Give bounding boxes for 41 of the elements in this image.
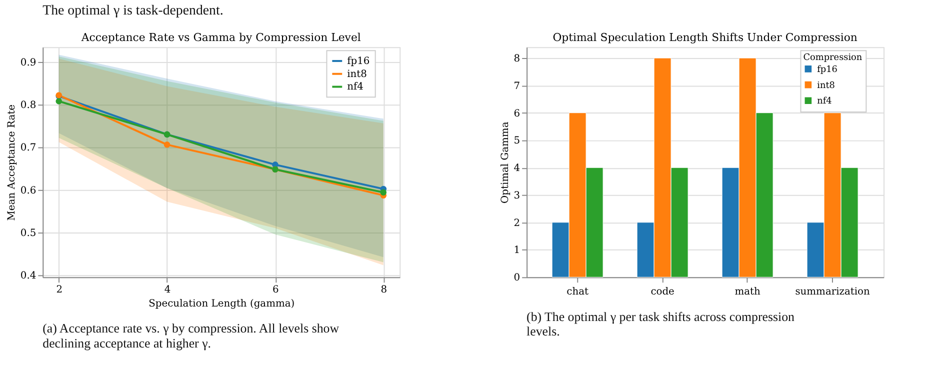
- y-tick-label: 1: [514, 245, 520, 256]
- legend-label: nf4: [347, 82, 364, 93]
- x-tick-label: 4: [164, 284, 171, 296]
- y-tick-label: 0.4: [20, 270, 36, 282]
- y-tick-label: 0.6: [20, 185, 36, 196]
- point: [380, 189, 387, 196]
- text: (b) The optimal γ per task shifts across compression levels.: [526, 310, 796, 339]
- y-tick-label: 0: [514, 272, 520, 284]
- legend-label: fp16: [347, 56, 370, 67]
- y-tick-label: 2: [514, 218, 520, 229]
- x-tick-label: code: [650, 286, 675, 298]
- x-axis-title: Speculation Length (gamma): [148, 298, 295, 310]
- y-axis-title: Optimal Gamma: [500, 122, 511, 204]
- x-tick-label: chat: [566, 286, 588, 298]
- y-tick-label: 3: [514, 190, 520, 202]
- legend-label: int8: [347, 68, 367, 80]
- y-tick-label: 6: [514, 108, 520, 120]
- x-tick-label: 2: [56, 284, 63, 296]
- y-tick-label: 0.5: [20, 228, 36, 239]
- x-tick-label: 6: [272, 284, 279, 296]
- x-tick-label: math: [734, 286, 761, 298]
- x-tick-label: 8: [380, 284, 388, 296]
- y-tick-label: 0.8: [20, 100, 36, 112]
- legend-title: Compression: [803, 52, 862, 63]
- y-tick-label: 5: [514, 136, 520, 147]
- point: [164, 142, 170, 148]
- legend-label: fp16: [817, 64, 838, 75]
- chart-title: Acceptance Rate vs Gamma by Compression Level: [80, 31, 362, 44]
- y-tick-label: 7: [514, 80, 520, 92]
- text: The optimal γ is task-dependent.: [42, 3, 224, 18]
- point: [56, 98, 62, 104]
- y-tick-label: 4: [514, 163, 520, 174]
- text: (a) Acceptance rate vs. γ by compression. All levels show declining acceptance at higher γ.: [42, 322, 340, 351]
- y-tick-label: 0.7: [20, 142, 36, 154]
- legend-label: int8: [817, 80, 836, 91]
- x-tick-label: summarization: [795, 286, 870, 298]
- y-tick-label: 0.9: [20, 57, 36, 68]
- legend-label: nf4: [817, 96, 832, 107]
- y-axis-title: Mean Acceptance Rate: [6, 104, 18, 221]
- y-tick-label: 8: [514, 54, 520, 65]
- chart-title: Optimal Speculation Length Shifts Under Compression: [552, 31, 858, 44]
